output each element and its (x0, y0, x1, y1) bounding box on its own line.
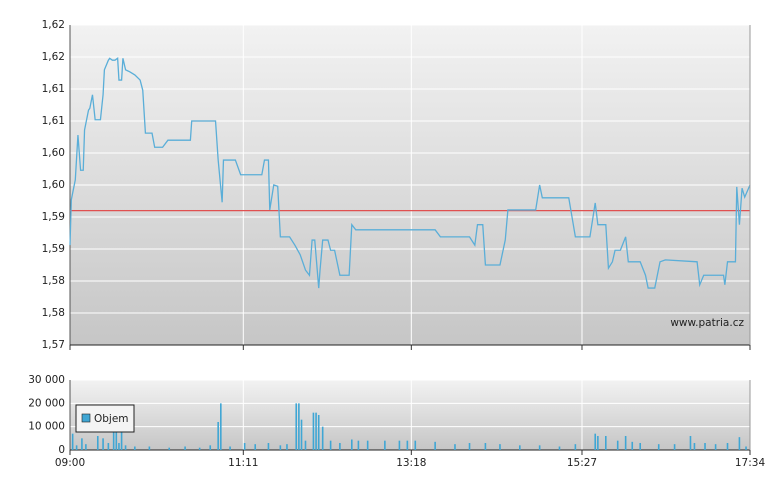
volume-bar (350, 439, 353, 450)
y-tick-label: 1,60 (42, 147, 65, 159)
legend-swatch (81, 413, 91, 423)
x-tick-label: 09:00 (55, 457, 85, 469)
volume-bar (366, 440, 369, 450)
volume-bar (315, 412, 317, 450)
volume-bar (168, 447, 171, 450)
volume-bar (295, 403, 298, 450)
x-tick-label: 15:27 (567, 457, 597, 469)
watermark: www.patria.cz (670, 317, 744, 329)
volume-bar (657, 444, 660, 450)
volume-bar (279, 445, 282, 450)
volume-bar (317, 415, 320, 450)
volume-bar (321, 426, 324, 450)
volume-bar (384, 440, 386, 450)
volume-bar (538, 445, 541, 450)
volume-bar (745, 446, 747, 450)
volume-bar (726, 443, 729, 450)
volume-bar (148, 446, 151, 450)
price-line (69, 57, 751, 289)
volume-bar (217, 422, 219, 450)
y-tick-label: 1,58 (42, 307, 65, 319)
volume-bar (329, 440, 332, 450)
volume-bar (616, 440, 619, 450)
volume-bar (434, 441, 436, 450)
volume-bar (209, 445, 212, 450)
volume-bar (594, 433, 597, 450)
volume-bar (102, 438, 104, 450)
volume-bar (499, 444, 501, 450)
volume-bar (286, 444, 288, 450)
y-tick-label: 1,61 (42, 115, 65, 127)
volume-bar (738, 437, 741, 450)
volume-bar (124, 445, 127, 450)
volume-bar (298, 403, 300, 450)
volume-bar (120, 431, 123, 450)
volume-bar (312, 412, 315, 450)
volume-bar (558, 446, 561, 450)
volume-bar (693, 443, 696, 450)
y-tick-label: 10 000 (28, 421, 65, 433)
y-tick-label: 1,59 (42, 211, 65, 223)
y-tick-label: 0 (58, 444, 65, 456)
volume-bar (75, 445, 78, 450)
volume-bar (414, 440, 417, 450)
y-tick-label: 1,60 (42, 179, 65, 191)
volume-bar (96, 436, 99, 450)
volume-bar (112, 426, 115, 450)
volume-bar (267, 443, 270, 450)
volume-bar (519, 445, 521, 450)
y-tick-label: 20 000 (28, 397, 65, 409)
volume-bar (115, 426, 118, 450)
volume-bar (704, 443, 706, 450)
y-tick-label: 1,58 (42, 275, 65, 287)
volume-bar (254, 444, 257, 450)
y-tick-label: 1,61 (42, 83, 65, 95)
volume-bar (81, 438, 83, 450)
volume-bar (220, 403, 222, 450)
y-tick-label: 1,59 (42, 243, 65, 255)
x-tick-label: 17:34 (735, 457, 766, 469)
volume-bar (71, 433, 74, 450)
volume-bar (689, 436, 692, 450)
volume-bar (357, 440, 360, 450)
volume-bar (304, 440, 307, 450)
volume-bar (631, 441, 634, 450)
volume-bar (243, 443, 246, 450)
volume-bar (398, 440, 401, 450)
volume-bar (85, 444, 87, 450)
volume-bar (714, 444, 717, 450)
y-tick-label: 1,62 (42, 19, 65, 31)
volume-bar (639, 443, 641, 450)
volume-bar (198, 447, 201, 450)
volume-bar (184, 446, 186, 450)
volume-bar (597, 436, 599, 450)
x-tick-label: 11:11 (228, 457, 258, 469)
volume-bar (229, 446, 231, 450)
volume-bar (673, 444, 676, 450)
y-tick-label: 30 000 (28, 374, 65, 386)
volume-bar (468, 443, 471, 450)
plot-background (70, 380, 750, 450)
volume-bar (134, 446, 136, 450)
y-tick-label: 1,62 (42, 51, 65, 63)
volume-bar (624, 436, 627, 450)
volume-bar (406, 440, 409, 450)
volume-bar (574, 444, 577, 450)
volume-bar (484, 443, 487, 450)
volume-bar (339, 443, 341, 450)
volume-bar (107, 443, 110, 450)
volume-bar (604, 436, 607, 450)
legend-label: Objem (94, 413, 129, 425)
volume-bar (118, 443, 120, 450)
volume-bar (454, 444, 456, 450)
y-tick-label: 1,57 (42, 339, 65, 351)
volume-bar (300, 419, 303, 450)
x-tick-label: 13:18 (396, 457, 426, 469)
